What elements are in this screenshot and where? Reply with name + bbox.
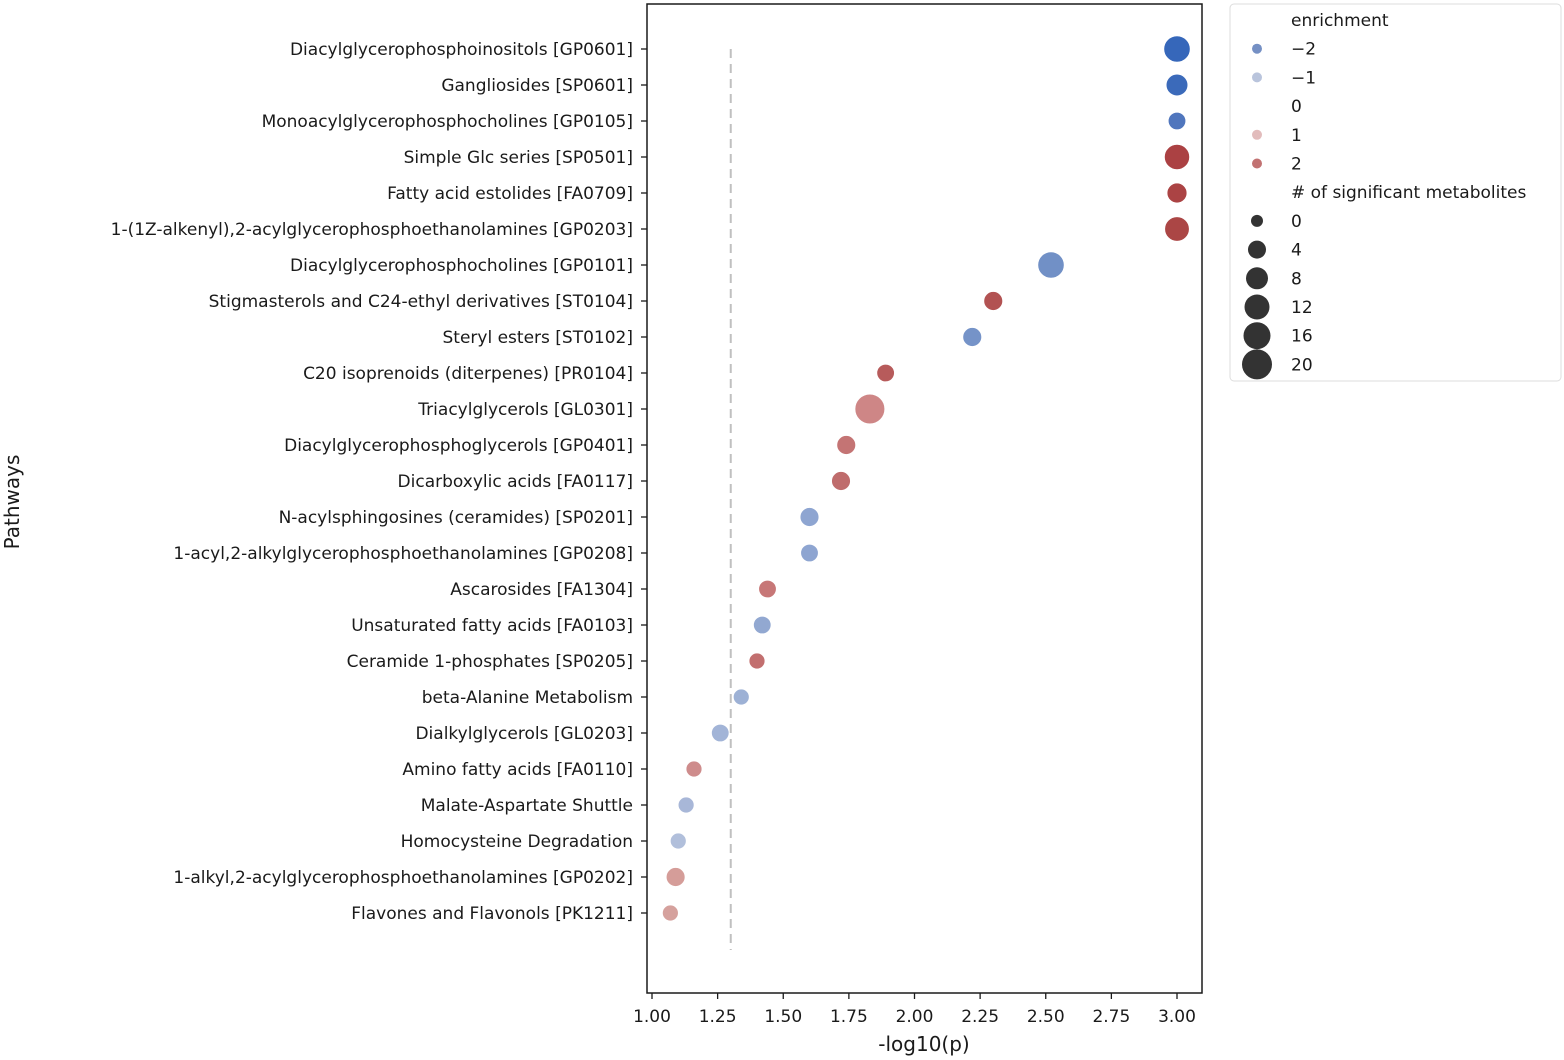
plot-border (646, 3, 1203, 994)
x-axis: 1.00 1.25 1.50 1.75 2.00 2.25 2.50 2.75 3.00 (633, 993, 1196, 1027)
legend-hue-label: −1 (1291, 68, 1316, 88)
legend-size-label: 20 (1291, 355, 1313, 375)
y-tick-label: Malate-Aspartate Shuttle (421, 796, 633, 816)
data-point (661, 904, 679, 922)
data-point (799, 507, 820, 527)
y-axis: Diacylglycerophosphoinositols [GP0601] Ga… (111, 40, 647, 924)
y-tick-label: Stigmasterols and C24-ethyl derivatives … (209, 292, 633, 312)
legend-hue-marker (1252, 129, 1262, 140)
y-tick-label: N-acylsphingosines (ceramides) [SP0201] (279, 508, 633, 528)
y-tick-label: Gangliosides [SP0601] (441, 76, 633, 96)
legend-size-marker (1248, 240, 1266, 259)
legend-size-label: 12 (1291, 298, 1313, 318)
y-tick-label: C20 isoprenoids (diterpenes) [PR0104] (303, 364, 633, 384)
legend-box (1229, 3, 1562, 382)
x-tick-label: 2.25 (961, 1007, 999, 1027)
y-axis-title: Pathways (0, 455, 24, 550)
y-tick-label: 1-alkyl,2-acylglycerophosphoethanolamine… (173, 868, 633, 888)
x-tick-label: 2.50 (1027, 1007, 1065, 1027)
y-tick-label: Diacylglycerophosphocholines [GP0101] (290, 256, 633, 276)
legend-size-marker (1244, 294, 1270, 320)
data-point (1163, 35, 1191, 63)
y-tick-label: Unsaturated fatty acids [FA0103] (351, 616, 633, 636)
legend-hue-marker (1252, 72, 1262, 83)
data-point (758, 579, 777, 599)
data-point (677, 796, 695, 814)
legend-size-marker (1243, 322, 1271, 350)
data-point (1037, 251, 1065, 279)
y-tick-label: Dicarboxylic acids [FA0117] (398, 472, 633, 492)
data-point (1164, 216, 1190, 242)
data-point (685, 760, 703, 778)
data-point (876, 363, 895, 383)
data-point (1165, 73, 1189, 97)
data-point (831, 471, 851, 491)
data-point (732, 688, 750, 706)
data-points (661, 35, 1191, 922)
legend-size-marker (1251, 214, 1263, 227)
x-tick-label: 1.50 (764, 1007, 802, 1027)
data-point (962, 327, 983, 347)
data-point (836, 435, 857, 455)
y-tick-label: Simple Glc series [SP0501] (404, 148, 633, 168)
legend-size-title: # of significant metabolites (1291, 183, 1526, 203)
x-tick-label: 3.00 (1158, 1007, 1196, 1027)
data-point (854, 393, 886, 425)
legend-size-label: 0 (1291, 212, 1302, 232)
y-tick-label: Ceramide 1-phosphates [SP0205] (347, 652, 633, 672)
y-tick-label: beta-Alanine Metabolism (422, 688, 633, 708)
data-point (983, 291, 1004, 311)
y-tick-label: Steryl esters [ST0102] (443, 328, 634, 348)
y-tick-label: Triacylglycerols [GL0301] (417, 400, 633, 420)
y-tick-label: Diacylglycerophosphoinositols [GP0601] (290, 40, 633, 60)
x-tick-label: 1.00 (633, 1007, 671, 1027)
x-axis-title: -log10(p) (878, 1032, 969, 1056)
legend-size-label: 16 (1291, 327, 1313, 347)
y-tick-label: Dialkylglycerols [GL0203] (415, 724, 633, 744)
data-point (669, 832, 687, 850)
y-tick-label: Diacylglycerophosphoglycerols [GP0401] (284, 436, 633, 456)
data-point (753, 615, 772, 635)
legend-hue-marker (1252, 43, 1262, 54)
legend-hue-title: enrichment (1291, 11, 1389, 31)
data-point (711, 723, 730, 743)
y-tick-label: 1-acyl,2-alkylglycerophosphoethanolamine… (173, 544, 633, 564)
data-point (1167, 111, 1187, 131)
legend-hue-label: 1 (1291, 126, 1302, 146)
y-tick-label: Amino fatty acids [FA0110] (402, 760, 633, 780)
y-tick-label: 1-(1Z-alkenyl),2-acylglycerophosphoethan… (111, 220, 633, 240)
x-tick-label: 2.75 (1092, 1007, 1130, 1027)
x-tick-label: 2.00 (896, 1007, 934, 1027)
data-point (748, 652, 766, 670)
legend-size-marker (1246, 267, 1268, 290)
y-tick-label: Monoacylglycerophosphocholines [GP0105] (262, 112, 633, 132)
x-tick-label: 1.75 (830, 1007, 868, 1027)
legend-hue-label: 2 (1291, 155, 1302, 175)
x-tick-label: 1.25 (699, 1007, 737, 1027)
legend-hue-label: 0 (1291, 97, 1302, 117)
legend-size-marker (1242, 349, 1272, 380)
data-point (1166, 182, 1188, 204)
y-tick-label: Ascarosides [FA1304] (450, 580, 633, 600)
y-tick-label: Homocysteine Degradation (401, 832, 633, 852)
legend-hue-label: −2 (1291, 40, 1316, 60)
legend-size-label: 4 (1291, 241, 1302, 261)
y-tick-label: Fatty acid estolides [FA0709] (387, 184, 633, 204)
legend-size-label: 8 (1291, 269, 1302, 289)
data-point (665, 867, 686, 887)
legend-hue-marker (1252, 158, 1262, 169)
data-point (800, 543, 819, 563)
plot-frame (646, 3, 1203, 994)
y-tick-label: Flavones and Flavonols [PK1211] (351, 904, 633, 924)
data-point (1163, 143, 1191, 171)
